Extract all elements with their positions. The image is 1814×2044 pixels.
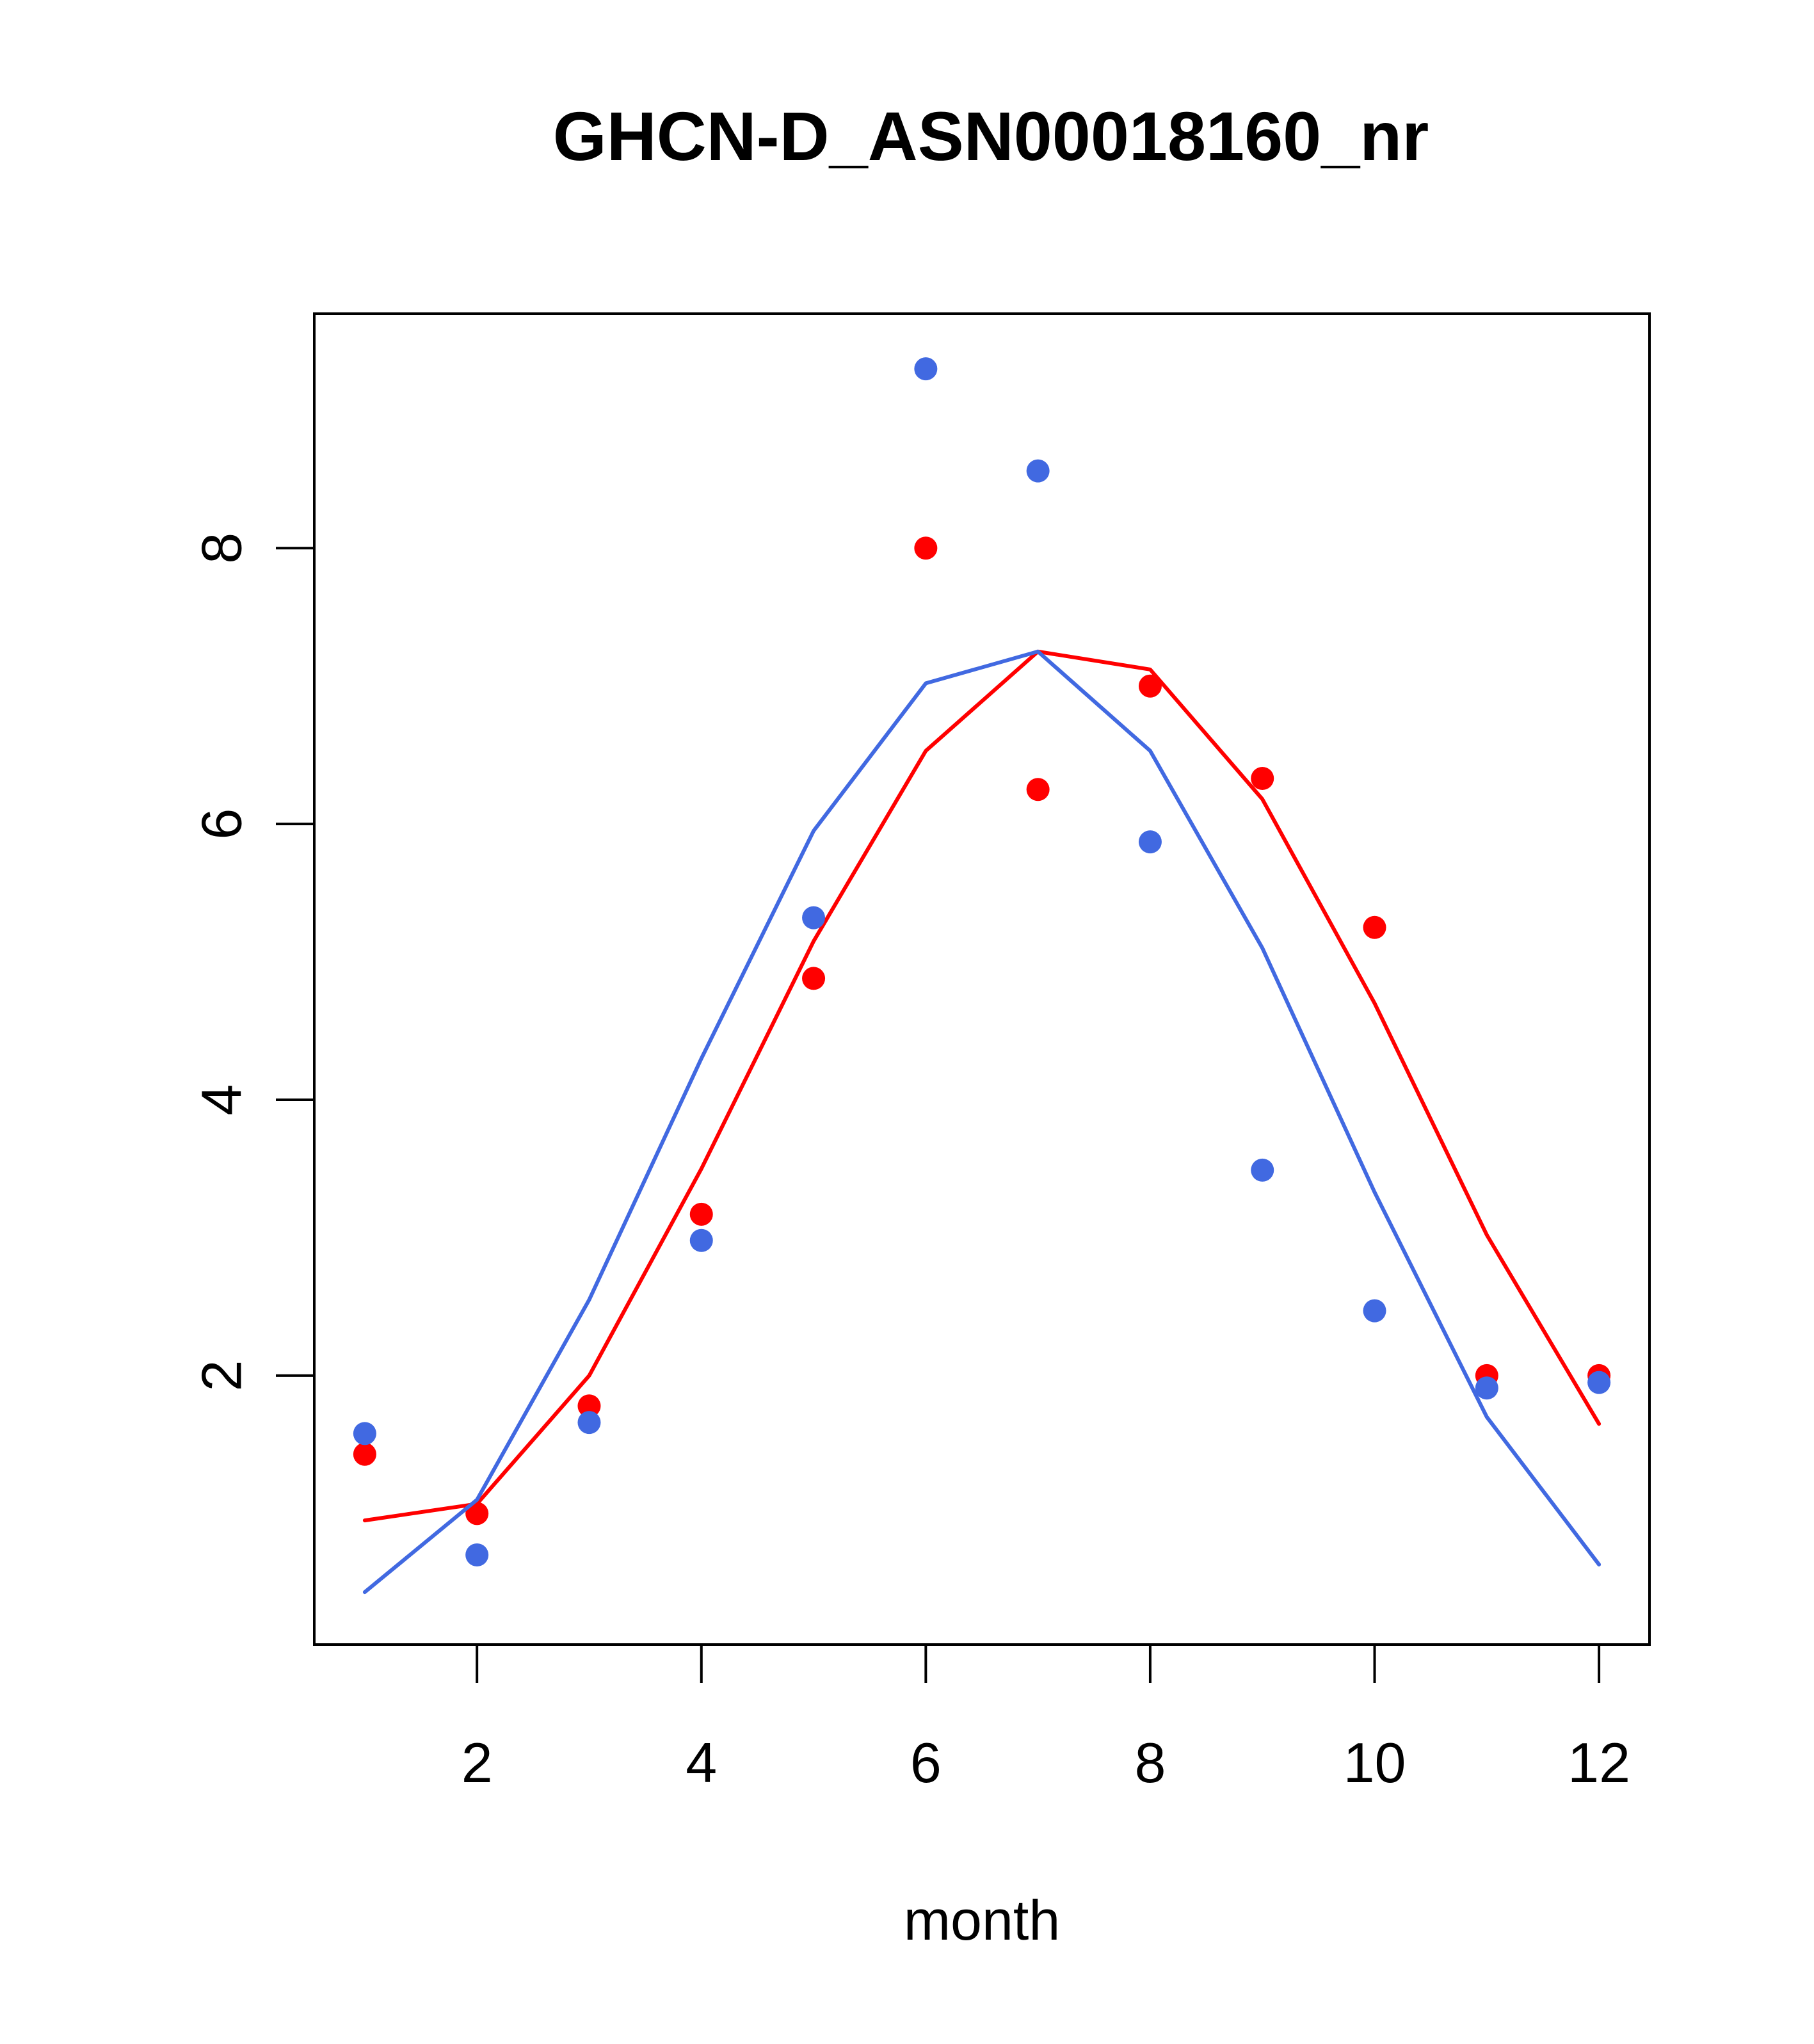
y-tick-label: 2 [190,1360,253,1391]
data-point [802,906,826,929]
y-tick-label: 6 [190,809,253,840]
x-tick-label: 12 [1568,1731,1630,1794]
x-tick-label: 8 [1134,1731,1166,1794]
x-tick-label: 6 [910,1731,942,1794]
data-point [1138,674,1162,698]
data-point [1026,778,1050,801]
data-point [1251,767,1274,791]
series-1 [353,536,1611,1525]
data-point [689,1228,713,1252]
x-axis-label: month [904,1888,1061,1952]
data-point [1251,1158,1274,1182]
data-point [1363,915,1386,939]
data-point [1363,1299,1386,1323]
x-tick-label: 2 [462,1731,493,1794]
x-tick-label: 10 [1344,1731,1406,1794]
data-point [914,357,938,381]
data-point [1026,459,1050,483]
x-tick-label: 4 [686,1731,717,1794]
series-line [362,649,1601,1595]
y-axis: 2 4 6 8 [190,533,316,1391]
y-tick-label: 8 [190,533,253,564]
chart-title: GHCN-D_ASN00018160_nr [553,97,1429,175]
series-layer [353,357,1611,1595]
data-point [577,1411,601,1435]
data-point [1587,1371,1611,1394]
plot-frame [313,312,1651,1646]
series-2 [353,357,1611,1595]
data-point [465,1502,489,1525]
series-line [362,649,1601,1523]
data-point [914,536,938,560]
x-axis: 2 4 6 8 10 12 [462,1643,1630,1794]
data-point [802,967,826,990]
data-point [577,1394,601,1418]
data-point [353,1442,376,1466]
y-tick-label: 4 [190,1084,253,1116]
data-point [1475,1376,1498,1400]
data-point [465,1543,489,1566]
data-point [353,1422,376,1445]
data-point [1138,830,1162,854]
data-point [689,1202,713,1226]
